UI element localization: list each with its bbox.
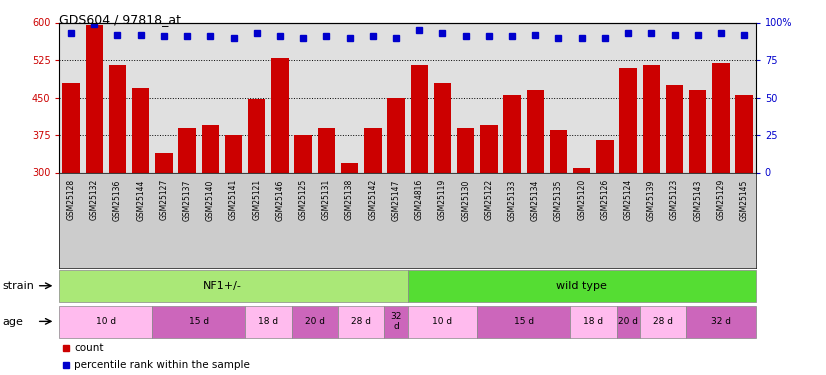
- Bar: [384, 306, 408, 338]
- Text: GSM25125: GSM25125: [299, 179, 307, 220]
- Bar: [59, 306, 152, 338]
- Text: GSM25119: GSM25119: [438, 179, 447, 220]
- Bar: [550, 130, 567, 172]
- Text: GSM25131: GSM25131: [322, 179, 331, 220]
- Text: 10 d: 10 d: [432, 317, 453, 326]
- Bar: [616, 306, 640, 338]
- Bar: [712, 63, 729, 173]
- Text: GSM25139: GSM25139: [647, 179, 656, 220]
- Text: strain: strain: [2, 281, 35, 291]
- Text: GSM25134: GSM25134: [531, 179, 539, 220]
- Bar: [155, 153, 173, 173]
- Bar: [408, 306, 477, 338]
- Text: GSM25130: GSM25130: [461, 179, 470, 220]
- Text: GSM25144: GSM25144: [136, 179, 145, 220]
- Text: GSM25128: GSM25128: [67, 179, 75, 220]
- Bar: [596, 140, 614, 172]
- Text: GSM25133: GSM25133: [508, 179, 516, 220]
- Text: 20 d: 20 d: [305, 317, 325, 326]
- Bar: [152, 306, 245, 338]
- Bar: [411, 65, 428, 172]
- Bar: [434, 82, 451, 172]
- Text: GSM25129: GSM25129: [716, 179, 725, 220]
- Bar: [338, 306, 384, 338]
- Text: GSM25124: GSM25124: [624, 179, 633, 220]
- Text: GSM25142: GSM25142: [368, 179, 377, 220]
- Bar: [292, 306, 338, 338]
- Bar: [109, 65, 126, 172]
- Bar: [86, 25, 103, 172]
- Bar: [271, 57, 288, 172]
- Bar: [735, 95, 752, 172]
- Text: 18 d: 18 d: [583, 317, 603, 326]
- Bar: [689, 90, 706, 172]
- Bar: [477, 306, 570, 338]
- Text: 18 d: 18 d: [259, 317, 278, 326]
- Text: GSM25132: GSM25132: [90, 179, 99, 220]
- Text: 20 d: 20 d: [618, 317, 638, 326]
- Bar: [202, 125, 219, 172]
- Text: NF1+/-: NF1+/-: [202, 281, 241, 291]
- Text: GSM25127: GSM25127: [159, 179, 169, 220]
- Bar: [364, 128, 382, 172]
- Text: GDS604 / 97818_at: GDS604 / 97818_at: [59, 13, 182, 26]
- Text: GSM25138: GSM25138: [345, 179, 354, 220]
- Text: 32
d: 32 d: [391, 312, 401, 331]
- Text: wild type: wild type: [556, 281, 607, 291]
- Bar: [480, 125, 497, 172]
- Text: GSM24816: GSM24816: [415, 179, 424, 220]
- Text: 32 d: 32 d: [711, 317, 731, 326]
- Bar: [295, 135, 312, 172]
- Bar: [245, 306, 292, 338]
- Bar: [225, 135, 242, 172]
- Text: count: count: [74, 343, 103, 353]
- Bar: [59, 270, 408, 302]
- Bar: [132, 87, 150, 172]
- Text: GSM25146: GSM25146: [276, 179, 284, 220]
- Text: GSM25123: GSM25123: [670, 179, 679, 220]
- Text: GSM25126: GSM25126: [601, 179, 610, 220]
- Text: 15 d: 15 d: [514, 317, 534, 326]
- Text: GSM25143: GSM25143: [693, 179, 702, 220]
- Bar: [686, 306, 756, 338]
- Text: 28 d: 28 d: [351, 317, 371, 326]
- Bar: [503, 95, 520, 172]
- Bar: [457, 128, 474, 172]
- Bar: [527, 90, 544, 172]
- Text: GSM25121: GSM25121: [252, 179, 261, 220]
- Bar: [318, 128, 335, 172]
- Bar: [643, 65, 660, 172]
- Text: percentile rank within the sample: percentile rank within the sample: [74, 360, 249, 369]
- Bar: [570, 306, 616, 338]
- Text: GSM25120: GSM25120: [577, 179, 586, 220]
- Bar: [387, 98, 405, 172]
- Text: GSM25137: GSM25137: [183, 179, 192, 220]
- Bar: [248, 99, 265, 172]
- Text: age: age: [2, 316, 23, 327]
- Text: GSM25147: GSM25147: [392, 179, 401, 220]
- Bar: [341, 162, 358, 172]
- Bar: [666, 85, 683, 172]
- Bar: [408, 270, 756, 302]
- Text: GSM25145: GSM25145: [740, 179, 748, 220]
- Bar: [63, 82, 80, 172]
- Bar: [573, 168, 591, 172]
- Bar: [640, 306, 686, 338]
- Text: GSM25141: GSM25141: [229, 179, 238, 220]
- Text: 10 d: 10 d: [96, 317, 116, 326]
- Text: GSM25122: GSM25122: [484, 179, 493, 220]
- Bar: [620, 68, 637, 172]
- Text: GSM25140: GSM25140: [206, 179, 215, 220]
- Text: 28 d: 28 d: [653, 317, 673, 326]
- Bar: [178, 128, 196, 172]
- Text: 15 d: 15 d: [188, 317, 209, 326]
- Text: GSM25135: GSM25135: [554, 179, 563, 220]
- Text: GSM25136: GSM25136: [113, 179, 122, 220]
